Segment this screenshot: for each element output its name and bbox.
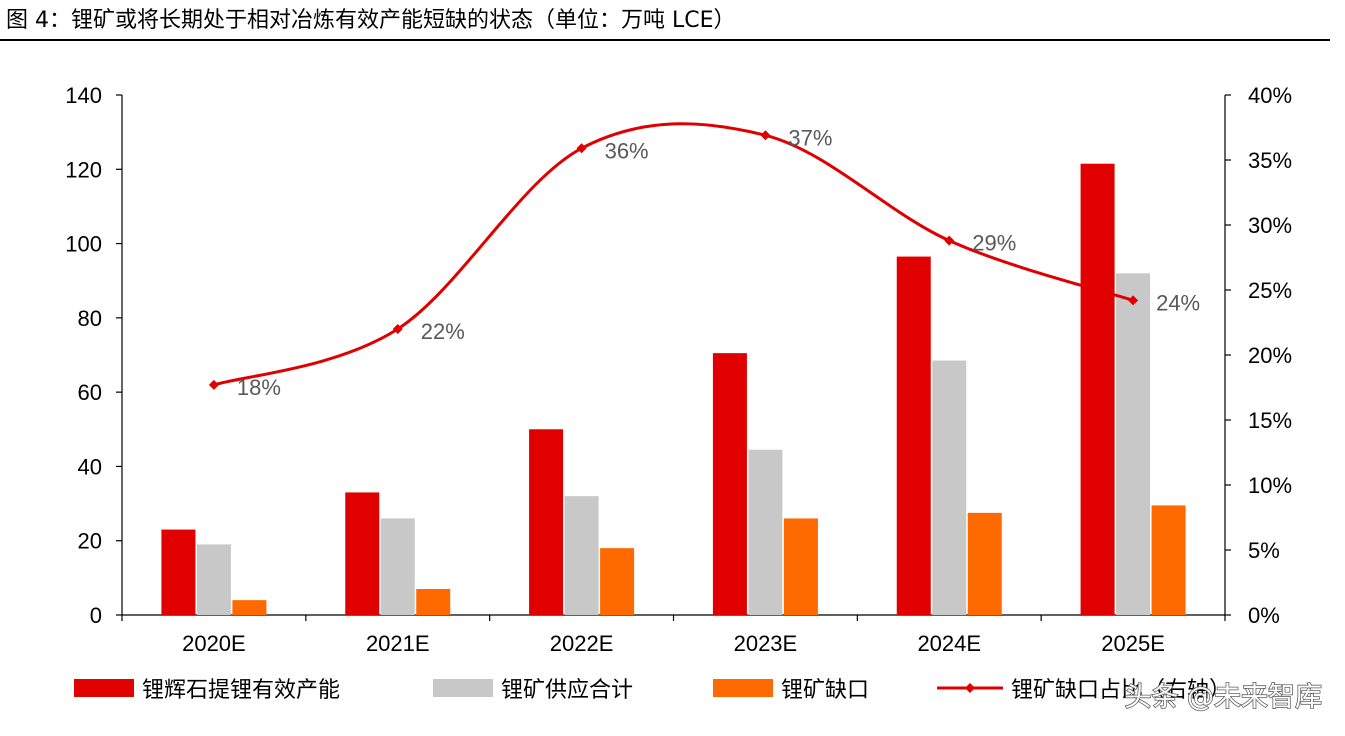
line-data-label: 24% — [1156, 290, 1200, 315]
y-right-tick-label: 15% — [1248, 408, 1292, 433]
y-left-tick-label: 20 — [78, 529, 102, 554]
legend-label: 锂矿供应合计 — [501, 678, 633, 703]
legend-swatch — [433, 679, 493, 697]
line-layer: 18% 22% 36% 37% 29% 24% — [208, 122, 1200, 400]
y-left-tick-label: 140 — [65, 83, 102, 108]
bar — [564, 496, 599, 615]
y-left-tick-label: 100 — [65, 232, 102, 257]
bars-layer — [161, 163, 1186, 615]
y-right-tick-label: 25% — [1248, 278, 1292, 303]
x-tick-label: 2021E — [366, 631, 430, 656]
bar — [967, 512, 1002, 615]
line-point — [944, 235, 955, 246]
bar — [416, 589, 451, 615]
bar — [748, 449, 783, 615]
legend-swatch — [713, 679, 773, 697]
bar — [1151, 505, 1186, 615]
bar — [161, 529, 196, 615]
y-left-tick-label: 120 — [65, 157, 102, 182]
line-point — [208, 379, 219, 390]
y-right-tick-label: 30% — [1248, 213, 1292, 238]
y-left-tick-label: 80 — [78, 306, 102, 331]
x-tick-label: 2020E — [182, 631, 246, 656]
y-right-tick-label: 10% — [1248, 473, 1292, 498]
legend-label: 锂辉石提锂有效产能 — [142, 678, 340, 703]
x-tick-label: 2023E — [734, 631, 798, 656]
legend-label: 锂矿缺口 — [781, 678, 869, 703]
line-point — [576, 143, 587, 154]
y-right-tick-label: 20% — [1248, 343, 1292, 368]
bar — [196, 544, 231, 615]
bar — [529, 429, 564, 615]
x-tick-label: 2022E — [550, 631, 614, 656]
y-right-tick-label: 40% — [1248, 83, 1292, 108]
figure-title: 图 4：锂矿或将长期处于相对冶炼有效产能短缺的状态（单位：万吨 LCE） — [6, 8, 736, 33]
bar — [380, 518, 415, 615]
y-left-tick-label: 60 — [78, 380, 102, 405]
line-data-label: 29% — [972, 231, 1016, 256]
line-point — [392, 324, 403, 334]
legend-label: 锂矿缺口占比（右轴） — [1011, 678, 1231, 703]
bar — [345, 492, 380, 615]
line-point — [1128, 295, 1139, 306]
bar — [232, 600, 267, 615]
bar — [712, 353, 747, 615]
legend-swatch — [74, 679, 134, 697]
legend: 锂辉石提锂有效产能 锂矿供应合计 锂矿缺口 锂矿缺口占比（右轴） — [74, 678, 1231, 703]
y-left-tick-label: 40 — [78, 454, 102, 479]
legend-line-marker — [965, 683, 975, 693]
line-data-label: 36% — [605, 138, 649, 163]
bar — [932, 360, 967, 615]
gap-ratio-line — [213, 122, 1134, 387]
x-tick-label: 2024E — [917, 631, 981, 656]
line-data-label: 37% — [788, 125, 832, 150]
x-tick-label: 2025E — [1101, 631, 1165, 656]
title-rule — [0, 39, 1330, 41]
y-left-tick-label: 0 — [90, 603, 102, 628]
axes-layer: 0 20 40 60 80 100 120 140 0% 5% 10% 15% 20% 25% 30% 35%… — [65, 83, 1292, 656]
bar — [1116, 273, 1151, 615]
bar — [1080, 163, 1115, 615]
watermark-text: 头条 @未来智库 — [1124, 682, 1322, 713]
line-data-label: 18% — [237, 375, 281, 400]
line-data-label: 22% — [421, 319, 465, 344]
bar — [783, 518, 818, 615]
y-right-tick-label: 0% — [1248, 603, 1280, 628]
y-right-tick-label: 35% — [1248, 148, 1292, 173]
bar — [896, 256, 931, 615]
line-point — [760, 130, 771, 141]
y-right-tick-label: 5% — [1248, 538, 1280, 563]
bar — [600, 548, 635, 615]
